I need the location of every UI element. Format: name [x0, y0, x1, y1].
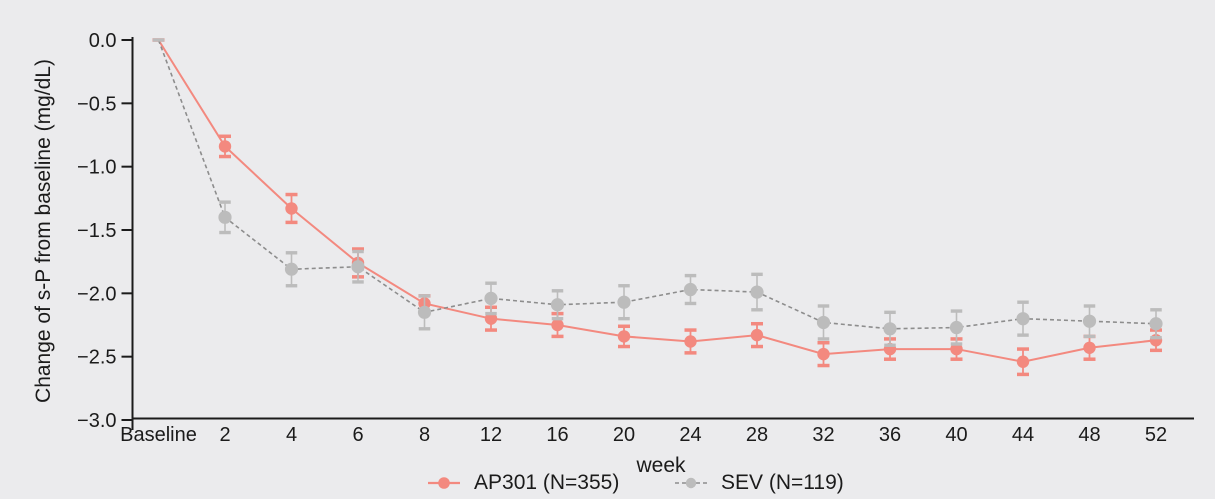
x-tick-label: 52 [1145, 424, 1167, 446]
sev-data-point [218, 210, 232, 224]
ap301-line [157, 39, 1157, 363]
legend-item-sev: SEV (N=119) [674, 471, 844, 495]
ap301-data-point [1083, 341, 1096, 355]
sev-data-point [617, 295, 631, 309]
y-tick-label: −2.5 [77, 347, 116, 369]
sev-data-point [1082, 314, 1097, 328]
ap301-data-point [285, 202, 298, 215]
y-tick-label: 0.0 [89, 30, 117, 52]
sev-data-point [550, 298, 565, 312]
sev-legend-marker-icon [675, 477, 707, 489]
sev-data-point [683, 282, 698, 297]
sev-error-bar [152, 38, 165, 42]
sev-data-point [284, 262, 299, 276]
ap301-data-point [218, 140, 232, 153]
sev-data-point [1149, 317, 1163, 331]
ap301-data-point [484, 312, 498, 325]
x-tick-label: Baseline [120, 424, 197, 446]
x-tick-label: 48 [1078, 424, 1100, 446]
sev-data-point [816, 315, 831, 330]
ap301-data-point [617, 330, 631, 343]
series-sev [152, 38, 1163, 347]
ap301-data-point [684, 335, 697, 348]
x-tick-label: 6 [352, 424, 363, 446]
x-tick-label: 2 [219, 424, 230, 446]
sev-line [157, 39, 1157, 330]
legend-item-ap301: AP301 (N=355) [427, 471, 619, 495]
y-tick-label: −0.5 [77, 93, 116, 115]
x-tick-label: 32 [812, 424, 834, 446]
x-tick-label: 20 [613, 424, 635, 446]
x-tick-label: 4 [286, 424, 297, 446]
x-tick-label: 12 [480, 424, 502, 446]
ap301-data-point [551, 318, 564, 332]
x-tick-label: 36 [879, 424, 901, 446]
x-tick-label: 28 [746, 424, 768, 446]
sev-data-point [949, 320, 964, 335]
ap301-data-point [750, 328, 764, 342]
x-axis-title: week [636, 454, 686, 477]
x-tick-label: 24 [679, 424, 701, 446]
ap301-data-point [1016, 355, 1030, 368]
y-tick-label: −1.0 [77, 157, 116, 179]
sev-data-point [484, 291, 498, 306]
x-tick-label: 40 [945, 424, 967, 446]
ap301-legend-marker-icon [428, 477, 460, 489]
x-tick-label: 44 [1012, 424, 1034, 446]
ap301-data-point [950, 342, 963, 356]
sev-data-point [750, 285, 764, 299]
y-axis-title: Change of s-P from baseline (mg/dL) [32, 59, 55, 403]
series-ap301 [152, 38, 1163, 377]
ap301-data-point [817, 347, 830, 361]
sev-data-point [1016, 312, 1030, 326]
x-tick-label: 8 [419, 424, 430, 446]
y-tick-label: −1.5 [77, 220, 116, 242]
x-tick-label: 16 [546, 424, 568, 446]
sev-data-point [351, 260, 365, 274]
legend-label-ap301: AP301 (N=355) [474, 471, 620, 494]
y-tick-label: −2.0 [77, 283, 116, 305]
sev-data-point [883, 322, 897, 336]
legend-label-sev: SEV (N=119) [721, 471, 844, 494]
y-tick-label: −3.0 [77, 410, 116, 432]
sev-data-point [417, 305, 432, 319]
